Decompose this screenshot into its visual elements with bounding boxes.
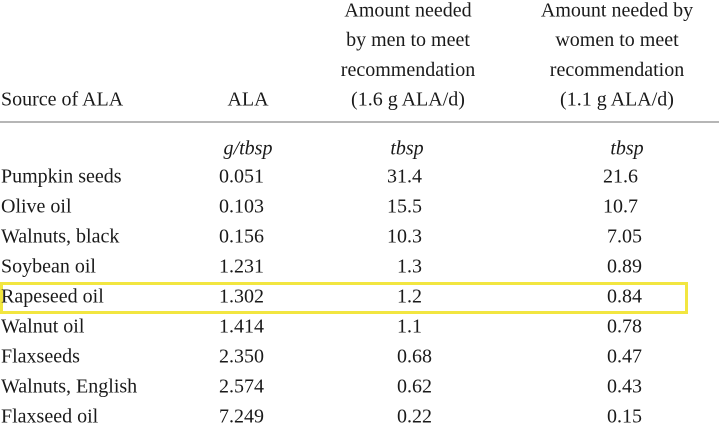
unit-label: tbsp	[610, 138, 643, 160]
women-value: 10.7	[603, 196, 638, 218]
row-label: Rapeseed oil	[1, 286, 104, 308]
women-value: 21.6	[603, 166, 638, 188]
ala-value: 1.414	[219, 316, 264, 338]
men-value: 0.22	[397, 406, 432, 428]
men-value: 1.1	[397, 316, 422, 338]
header-text: recommendation	[550, 59, 684, 81]
header-text: Source of ALA	[1, 89, 124, 111]
men-value: 10.3	[387, 226, 422, 248]
unit-label: g/tbsp	[224, 138, 273, 160]
ala-value: 0.051	[219, 166, 264, 188]
header-text: (1.1 g ALA/d)	[560, 89, 674, 111]
ala-value: 1.231	[219, 256, 264, 278]
men-value: 1.3	[397, 256, 422, 278]
ala-value: 7.249	[219, 406, 264, 428]
row-label: Walnut oil	[1, 316, 85, 338]
men-value: 1.2	[397, 286, 422, 308]
men-value: 0.68	[397, 346, 432, 368]
ala-value: 2.350	[219, 346, 264, 368]
header-text: Amount needed	[344, 0, 471, 21]
ala-value: 0.156	[219, 226, 264, 248]
row-label: Walnuts, black	[1, 226, 119, 248]
men-value: 0.62	[397, 376, 432, 398]
row-label: Olive oil	[1, 196, 72, 218]
women-value: 0.43	[607, 376, 642, 398]
women-value: 7.05	[607, 226, 642, 248]
women-value: 0.89	[607, 256, 642, 278]
row-label: Walnuts, English	[1, 376, 137, 398]
men-value: 31.4	[387, 166, 422, 188]
ala-value: 1.302	[219, 286, 264, 308]
ala-value: 0.103	[219, 196, 264, 218]
highlight-box	[0, 282, 688, 314]
header-text: Amount needed by	[541, 0, 693, 21]
header-text: ALA	[227, 89, 269, 111]
header-text: recommendation	[341, 59, 475, 81]
women-value: 0.84	[607, 286, 642, 308]
women-value: 0.15	[607, 406, 642, 428]
row-label: Flaxseed oil	[1, 406, 99, 428]
row-label: Flaxseeds	[1, 346, 80, 368]
row-label: Pumpkin seeds	[1, 166, 122, 188]
men-value: 15.5	[387, 196, 422, 218]
header-text: by men to meet	[346, 29, 470, 51]
women-value: 0.78	[607, 316, 642, 338]
header-text: women to meet	[555, 29, 679, 51]
row-label: Soybean oil	[1, 256, 96, 278]
unit-label: tbsp	[390, 138, 423, 160]
women-value: 0.47	[607, 346, 642, 368]
ala-value: 2.574	[219, 376, 264, 398]
header-text: (1.6 g ALA/d)	[351, 89, 465, 111]
